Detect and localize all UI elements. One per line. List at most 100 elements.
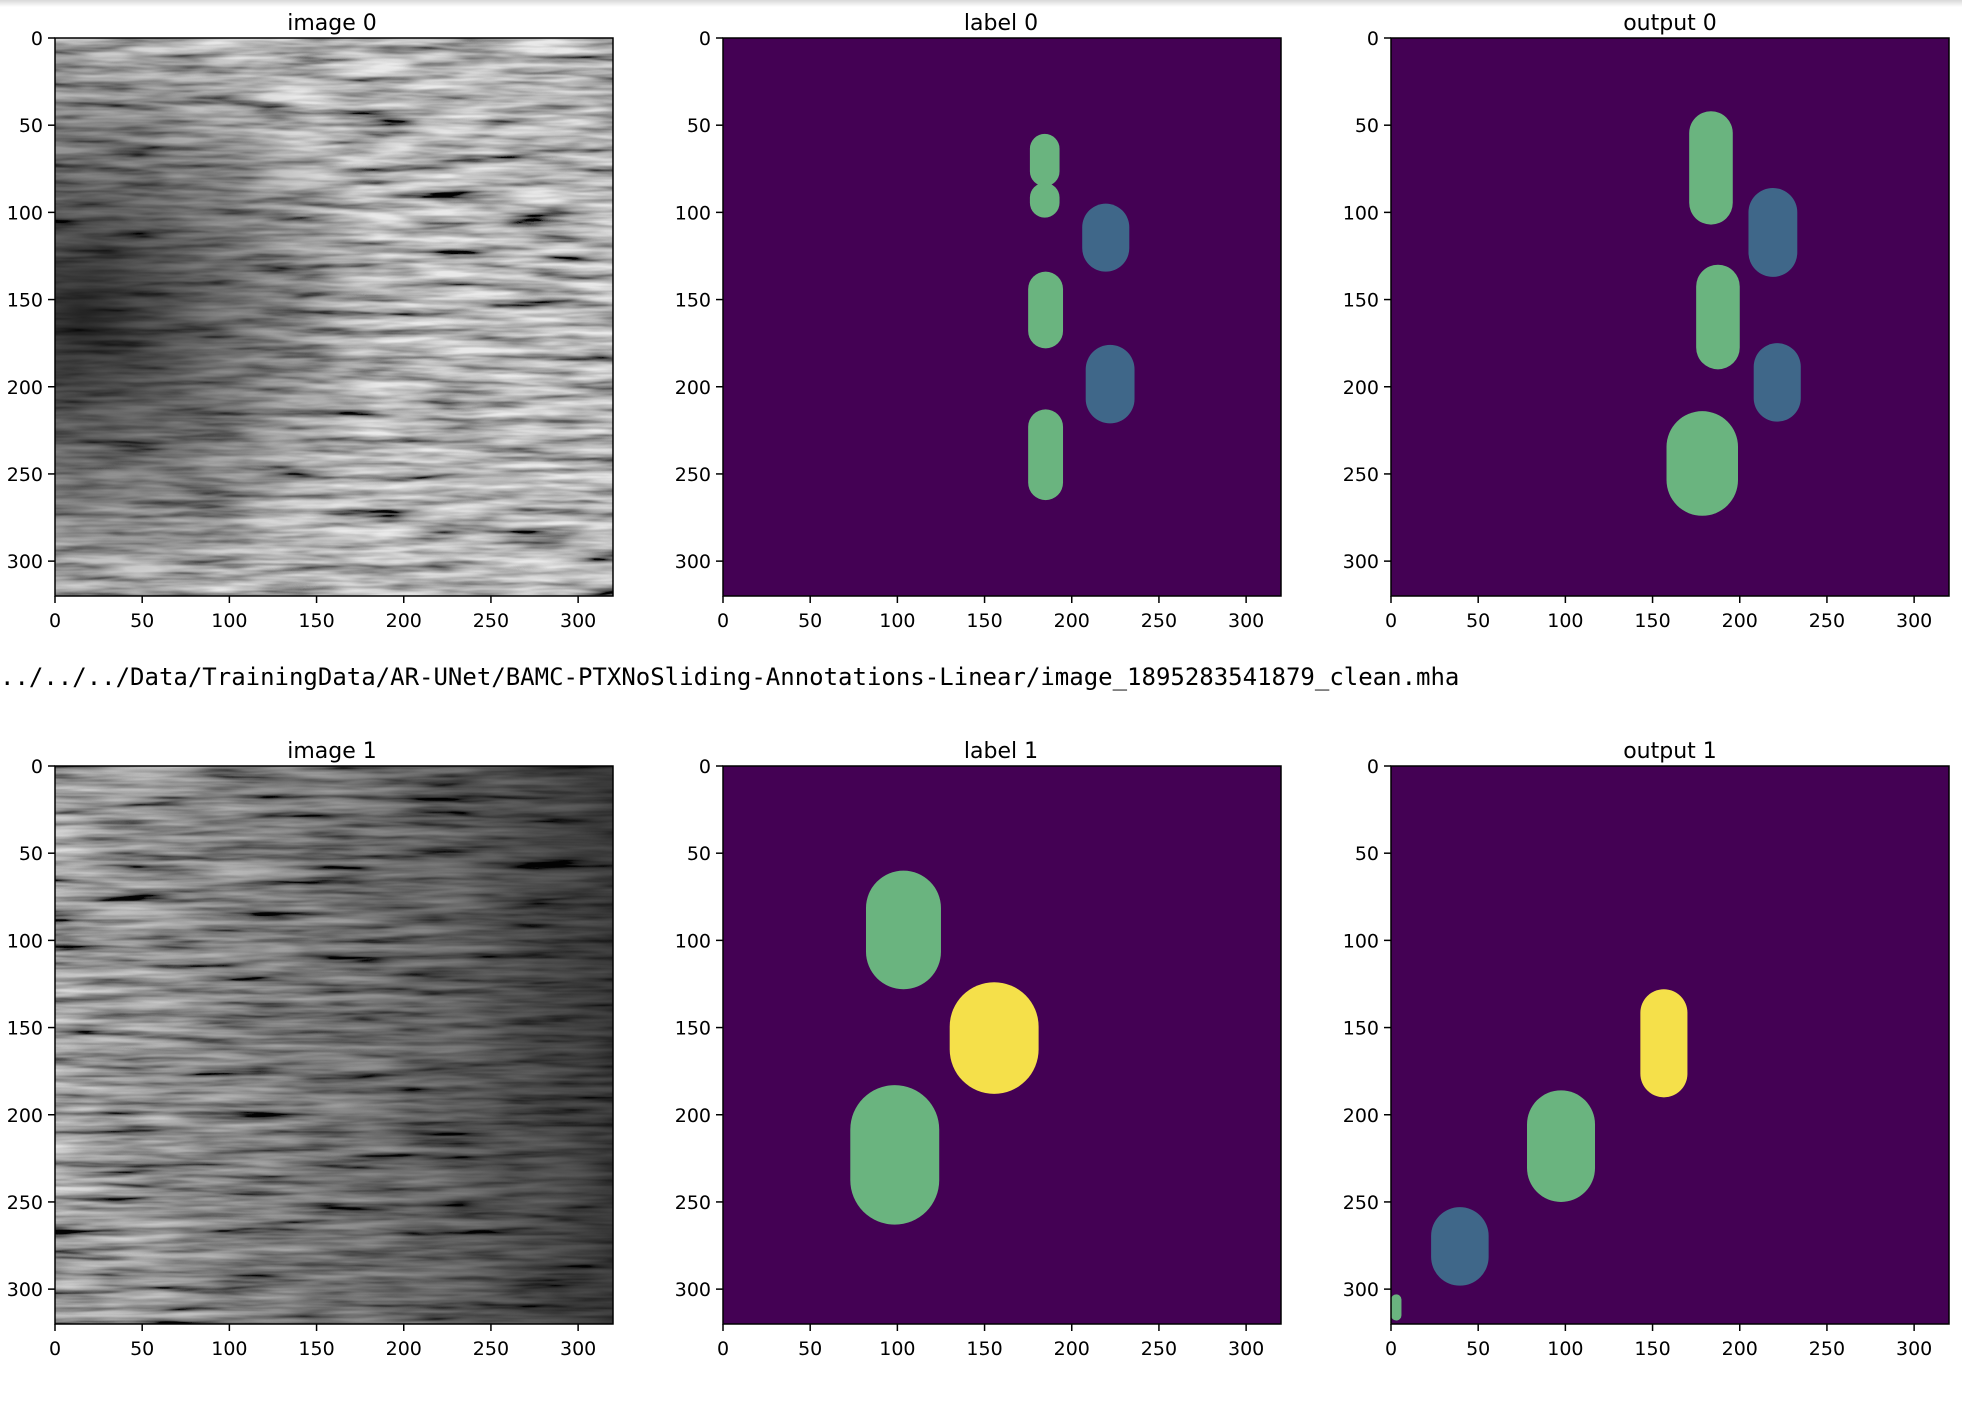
segmentation-background	[1391, 38, 1949, 596]
y-tick-label: 100	[7, 930, 43, 952]
x-tick-label: 50	[130, 610, 154, 632]
panel-label-0: label 0 0 50 100 150 200 250 300 0 50 100 150 200 25…	[675, 11, 1282, 632]
panel-title: label 0	[964, 11, 1038, 36]
x-tick-label: 300	[560, 610, 596, 632]
x-tick-label: 150	[966, 1338, 1002, 1360]
y-tick-label: 100	[1343, 202, 1379, 224]
panel-output-1: output 1 0 50 100 150 200 250 300 0 50 100 150 200 2…	[1343, 739, 1950, 1360]
x-tick-label: 300	[1896, 610, 1932, 632]
segmentation-region-blue	[1082, 203, 1130, 272]
segmentation-region-green	[850, 1085, 940, 1225]
segmentation-region-green	[1391, 1294, 1402, 1321]
panel-title: output 0	[1623, 11, 1717, 36]
y-tick-label: 50	[1355, 843, 1379, 865]
y-tick-label: 150	[675, 290, 711, 312]
x-tick-label: 250	[473, 610, 509, 632]
segmentation-region-yellow	[949, 982, 1039, 1094]
axes-frame	[1390, 765, 1950, 1325]
y-tick-label: 250	[7, 464, 43, 486]
axes-frame	[54, 765, 614, 1325]
x-tick-label: 200	[386, 610, 422, 632]
segmentation-region-blue	[1748, 187, 1798, 277]
x-tick-label: 200	[1054, 1338, 1090, 1360]
y-tick-label: 200	[7, 1105, 43, 1127]
y-tick-label: 50	[1355, 115, 1379, 137]
y-tick-label: 250	[1343, 464, 1379, 486]
y-tick-label: 150	[7, 290, 43, 312]
x-tick-label: 100	[211, 1338, 247, 1360]
x-tick-label: 50	[1466, 610, 1490, 632]
panel-title: label 1	[964, 739, 1038, 764]
panel-title: output 1	[1623, 739, 1717, 764]
x-tick-label: 200	[386, 1338, 422, 1360]
x-tick-label: 50	[130, 1338, 154, 1360]
y-tick-label: 150	[1343, 1018, 1379, 1040]
x-tick-label: 300	[1896, 1338, 1932, 1360]
y-tick-label: 0	[1367, 28, 1379, 50]
x-tick-label: 250	[1141, 1338, 1177, 1360]
segmentation-region-blue	[1085, 344, 1135, 424]
output-file-path: ../../../Data/TrainingData/AR-UNet/BAMC-…	[0, 663, 1460, 691]
segmentation-region-green	[865, 870, 941, 990]
x-tick-label: 0	[49, 1338, 61, 1360]
y-tick-label: 200	[675, 377, 711, 399]
y-tick-label: 300	[1343, 1279, 1379, 1301]
segmentation-region-blue	[1753, 343, 1801, 422]
y-tick-label: 150	[1343, 290, 1379, 312]
y-tick-label: 250	[675, 464, 711, 486]
y-tick-label: 250	[7, 1192, 43, 1214]
panel-label-1: label 1 0 50 100 150 200 250 300 0 50 100 150 200 25…	[675, 739, 1282, 1360]
x-tick-label: 100	[211, 610, 247, 632]
x-tick-label: 0	[1385, 610, 1397, 632]
x-tick-label: 250	[1809, 610, 1845, 632]
y-tick-label: 0	[699, 28, 711, 50]
y-tick-label: 100	[7, 202, 43, 224]
y-tick-label: 100	[1343, 930, 1379, 952]
y-tick-label: 200	[1343, 377, 1379, 399]
figure-row-0: image 0 0 50 100 150 200 250 300 0 50 100 150 200 25…	[7, 11, 1950, 632]
segmentation-background	[723, 38, 1281, 596]
y-tick-label: 300	[675, 1279, 711, 1301]
x-tick-label: 100	[879, 1338, 915, 1360]
panel-title: image 1	[287, 739, 377, 764]
y-tick-label: 50	[19, 115, 43, 137]
x-tick-label: 50	[798, 1338, 822, 1360]
x-tick-label: 150	[966, 610, 1002, 632]
x-tick-label: 50	[798, 610, 822, 632]
y-tick-label: 150	[675, 1018, 711, 1040]
x-tick-label: 150	[298, 1338, 334, 1360]
x-tick-label: 200	[1722, 1338, 1758, 1360]
axes-frame	[1390, 37, 1950, 597]
x-tick-label: 200	[1722, 610, 1758, 632]
x-tick-label: 250	[473, 1338, 509, 1360]
panel-image-1: image 1 0 50 100 150 200 250 300 0 50 100 150 200 25…	[7, 739, 614, 1360]
x-tick-label: 150	[1634, 1338, 1670, 1360]
x-tick-label: 100	[1547, 1338, 1583, 1360]
segmentation-region-green	[1666, 411, 1739, 516]
ultrasound-shading	[55, 766, 613, 1324]
panel-image-0: image 0 0 50 100 150 200 250 300 0 50 100 150 200 25…	[7, 11, 614, 632]
y-tick-label: 100	[675, 202, 711, 224]
x-tick-label: 250	[1141, 610, 1177, 632]
segmentation-region-green	[1029, 182, 1060, 218]
segmentation-region-green	[1527, 1090, 1596, 1202]
x-tick-label: 300	[560, 1338, 596, 1360]
y-tick-label: 250	[675, 1192, 711, 1214]
y-tick-label: 50	[687, 843, 711, 865]
y-tick-label: 200	[1343, 1105, 1379, 1127]
segmentation-region-green	[1029, 133, 1060, 187]
y-tick-label: 250	[1343, 1192, 1379, 1214]
panel-title: image 0	[287, 11, 377, 36]
top-shade	[0, 0, 1962, 7]
segmentation-region-green	[1028, 409, 1064, 501]
x-tick-label: 0	[1385, 1338, 1397, 1360]
axes-frame	[722, 765, 1282, 1325]
x-tick-label: 0	[717, 1338, 729, 1360]
segmentation-region-green	[1689, 111, 1733, 225]
x-tick-label: 150	[298, 610, 334, 632]
x-tick-label: 100	[879, 610, 915, 632]
y-tick-label: 0	[31, 28, 43, 50]
segmentation-region-yellow	[1640, 989, 1688, 1098]
y-tick-label: 0	[699, 756, 711, 778]
x-tick-label: 150	[1634, 610, 1670, 632]
